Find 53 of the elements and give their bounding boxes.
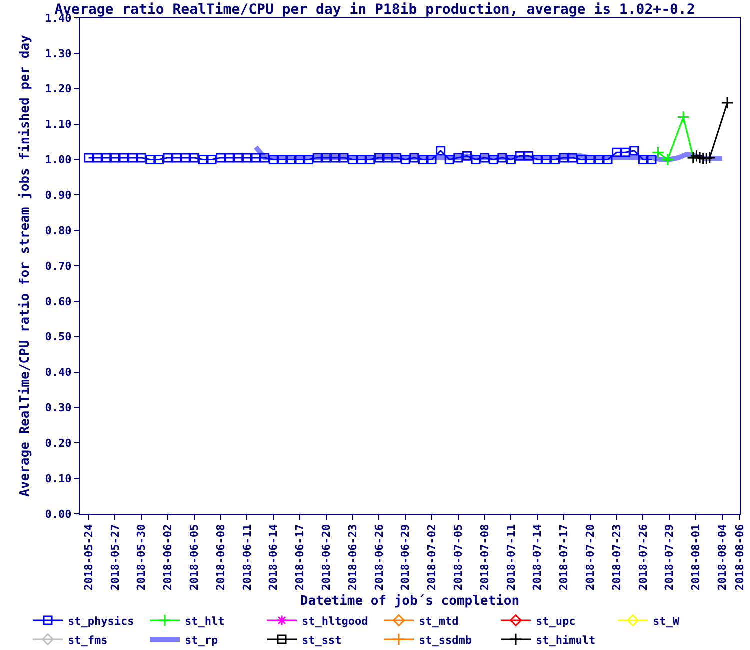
x-tick-label: 2018-07-02 (426, 524, 439, 591)
y-axis-title: Average RealTime/CPU ratio for stream jobs finished per day (18, 34, 34, 497)
x-tick-label: 2018-07-11 (504, 524, 518, 591)
x-tick-label: 2018-07-14 (531, 524, 544, 591)
x-tick-label: 2018-08-01 (690, 524, 703, 591)
y-tick-label: 0.60 (45, 295, 72, 308)
x-tick-label: 2018-06-26 (372, 524, 386, 591)
y-tick-label: 0.50 (45, 330, 72, 344)
y-tick-label: 0.30 (45, 402, 72, 415)
legend-label: st_mtd (419, 614, 459, 628)
x-tick-label: 2018-06-14 (267, 524, 280, 591)
x-tick-label: 2018-07-20 (584, 524, 597, 591)
y-tick-label: 0.80 (45, 224, 72, 238)
x-tick-label: 2018-07-17 (558, 524, 571, 591)
legend-label: st_physics (68, 614, 134, 628)
y-tick-label: 1.20 (45, 82, 72, 96)
x-tick-label: 2018-05-24 (82, 524, 96, 591)
legend-label: st_upc (536, 614, 576, 628)
x-tick-label: 2018-07-26 (636, 524, 650, 591)
y-tick-label: 0.10 (45, 472, 72, 486)
x-tick-label: 2018-06-11 (240, 524, 254, 591)
x-tick-label: 2018-08-04 (716, 524, 729, 591)
legend-label: st_hlt (185, 614, 225, 628)
x-tick-label: 2018-06-17 (294, 524, 307, 591)
y-tick-label: 0.70 (45, 260, 72, 273)
x-tick-label: 2018-06-20 (320, 524, 333, 591)
y-tick-label: 0.00 (45, 508, 72, 521)
legend-label: st_fms (68, 634, 108, 647)
legend-label: st_ssdmb (419, 634, 472, 647)
x-tick-label: 2018-07-23 (610, 524, 624, 591)
x-tick-label: 2018-05-30 (135, 524, 148, 591)
x-tick-label: 2018-06-29 (399, 524, 412, 591)
x-tick-label: 2018-07-08 (478, 524, 492, 591)
y-tick-label: 1.30 (45, 47, 72, 60)
x-tick-label: 2018-08-06 (734, 524, 747, 591)
y-tick-label: 0.20 (45, 436, 72, 450)
x-tick-label: 2018-05-27 (108, 524, 122, 591)
x-tick-label: 2018-06-05 (188, 524, 201, 591)
x-tick-label: 2018-06-23 (346, 524, 360, 591)
legend-label: st_rp (185, 634, 218, 647)
legend-label: st_himult (536, 634, 596, 647)
legend-label: st_W (653, 614, 680, 628)
x-tick-label: 2018-07-29 (663, 524, 676, 591)
x-axis-title: Datetime of job´s completion (300, 594, 520, 610)
legend-label: st_sst (302, 634, 342, 647)
legend-label: st_hltgood (302, 614, 368, 628)
y-tick-label: 1.00 (45, 154, 72, 167)
x-tick-label: 2018-06-08 (214, 524, 228, 591)
x-tick-label: 2018-06-02 (162, 524, 175, 591)
y-tick-label: 1.10 (45, 118, 72, 132)
y-tick-label: 0.40 (45, 366, 72, 380)
y-tick-label: 0.90 (45, 188, 72, 202)
x-tick-label: 2018-07-05 (452, 524, 465, 591)
